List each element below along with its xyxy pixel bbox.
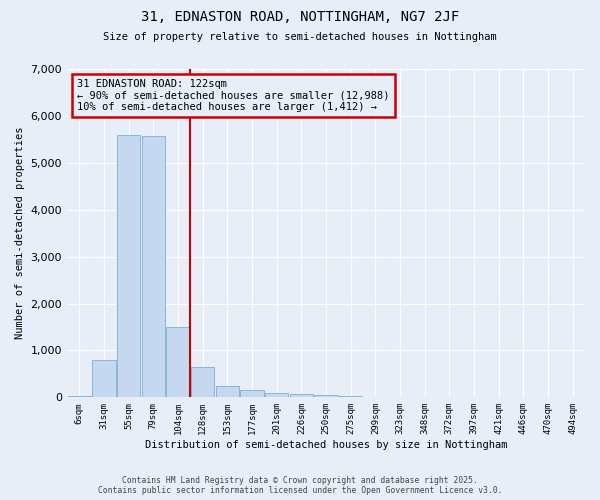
Bar bbox=[142, 136, 165, 398]
Bar bbox=[241, 390, 264, 398]
Bar bbox=[166, 328, 190, 398]
Bar bbox=[215, 386, 239, 398]
Text: Size of property relative to semi-detached houses in Nottingham: Size of property relative to semi-detach… bbox=[103, 32, 497, 42]
Bar bbox=[92, 360, 116, 398]
Text: Contains HM Land Registry data © Crown copyright and database right 2025.
Contai: Contains HM Land Registry data © Crown c… bbox=[98, 476, 502, 495]
Bar bbox=[290, 394, 313, 398]
Y-axis label: Number of semi-detached properties: Number of semi-detached properties bbox=[15, 127, 25, 340]
Text: 31 EDNASTON ROAD: 122sqm
← 90% of semi-detached houses are smaller (12,988)
10% : 31 EDNASTON ROAD: 122sqm ← 90% of semi-d… bbox=[77, 79, 390, 112]
Text: 31, EDNASTON ROAD, NOTTINGHAM, NG7 2JF: 31, EDNASTON ROAD, NOTTINGHAM, NG7 2JF bbox=[141, 10, 459, 24]
Bar bbox=[191, 368, 214, 398]
Bar bbox=[314, 395, 338, 398]
Bar bbox=[364, 396, 387, 398]
Bar bbox=[339, 396, 362, 398]
Bar bbox=[68, 396, 91, 398]
Bar bbox=[265, 393, 289, 398]
X-axis label: Distribution of semi-detached houses by size in Nottingham: Distribution of semi-detached houses by … bbox=[145, 440, 507, 450]
Bar bbox=[117, 134, 140, 398]
